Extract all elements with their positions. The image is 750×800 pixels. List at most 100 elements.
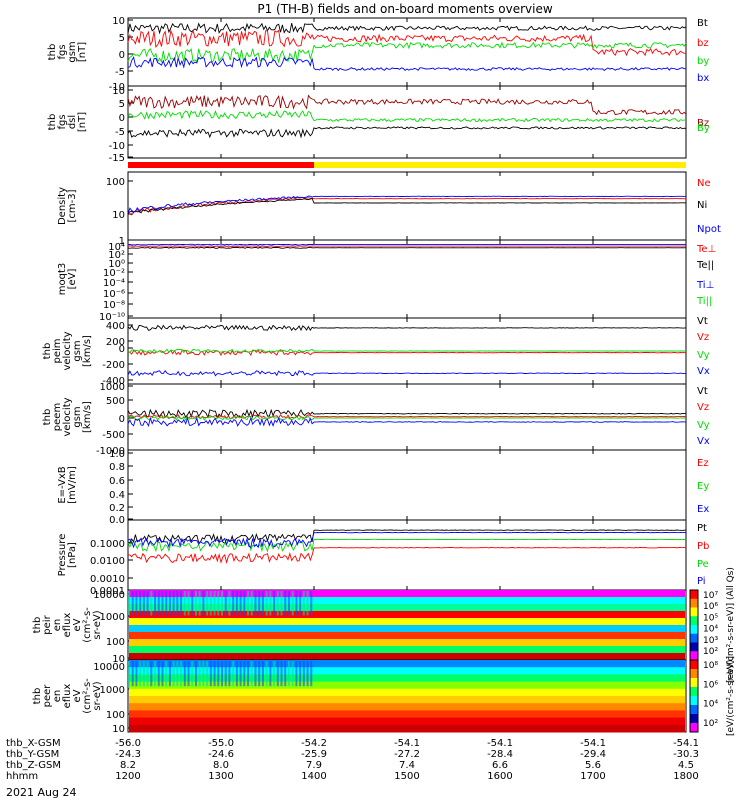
orbit-table: thb_X-GSM -56.0 -55.0 -54.2 -54.1 -54.1 -54.1-… [6, 738, 699, 782]
spectrogram-texture [273, 661, 276, 687]
colorbar-tick-label: 10⁸ [703, 661, 718, 671]
y-axis-label: (cm²-s- [82, 607, 93, 643]
spectrogram-band [129, 681, 685, 690]
spectrogram-band [129, 717, 685, 726]
colorbar-tick-label: 10⁶ [703, 602, 718, 612]
orbit-value: -25.9 [301, 749, 327, 760]
colorbar-tick-label: 10³ [703, 636, 718, 646]
y-tick-label: 5 [119, 33, 125, 44]
date-label: 2021 Aug 24 [6, 786, 76, 799]
colorbar-label: [eV/(cm²-s-sr-eV)] [726, 656, 736, 736]
series-line-black [127, 126, 687, 139]
spectrogram-texture [209, 661, 212, 687]
spectrogram-texture [224, 661, 227, 687]
orbit-value: -24.3 [115, 749, 141, 760]
series-line-black [127, 529, 687, 545]
y-tick-label: 100 [106, 710, 125, 721]
spectrogram-texture [221, 591, 223, 616]
y-tick-label: 10⁻¹⁰ [99, 312, 125, 323]
legend-bx: bx [697, 73, 709, 84]
orbit-value: 1600 [487, 771, 512, 782]
colorbar-tick-label: 10⁶ [703, 680, 718, 690]
y-tick-label: 0 [119, 50, 125, 61]
spectrogram-band [129, 696, 685, 704]
y-axis-label: thb [42, 343, 53, 360]
orbit-value: -54.1 [487, 738, 513, 749]
spectrogram-texture [209, 591, 212, 616]
legend-Ti||: Ti|| [696, 296, 712, 307]
legend-Vt: Vt [697, 386, 708, 397]
spectrogram-band [129, 639, 685, 647]
spectrogram-texture [202, 661, 205, 687]
y-tick-label: -10 [109, 141, 125, 152]
y-tick-label: 10 [112, 210, 125, 221]
spectrogram-texture [287, 661, 290, 687]
legend-Te⊥: Te⊥ [696, 244, 716, 255]
spectrogram-texture [157, 591, 160, 616]
y-tick-label: 0 [119, 414, 125, 425]
orbit-row-label: hhmm [6, 771, 38, 782]
spectrogram-texture [287, 591, 290, 616]
y-axis-label: en [52, 619, 63, 632]
y-tick-label: 0.1000 [90, 539, 125, 550]
spectrogram-texture [128, 591, 130, 616]
legend-Ez: Ez [697, 458, 709, 469]
spectrogram-texture [194, 591, 197, 616]
spectrogram-texture [280, 661, 283, 687]
spectrogram-band [129, 597, 685, 605]
y-axis-label: en [52, 690, 63, 703]
spectrogram-texture [269, 591, 272, 616]
spectrogram-band [129, 724, 685, 733]
spectrogram-texture [176, 661, 179, 687]
spectrogram-texture [228, 591, 231, 616]
orbit-value: 4.5 [678, 760, 694, 771]
series-line-red [127, 29, 687, 57]
spectrogram-band [129, 710, 685, 719]
y-axis-label: [mV/m] [67, 466, 78, 504]
y-tick-label: 10 [112, 16, 125, 27]
colorbar-tick-label: 10⁵ [703, 613, 718, 623]
colorbar-label: [eV/(cm²-s-sr-eV)] (All Qs) [726, 567, 736, 683]
y-axis-label: gsm [72, 340, 83, 361]
spectrogram-texture [291, 591, 294, 616]
panel-frame [127, 171, 687, 241]
colorbar-swatch [690, 590, 698, 600]
spectrogram-texture [299, 661, 302, 687]
spectrogram-band [129, 590, 685, 598]
y-axis-label: peim [52, 338, 63, 363]
y-tick-label: 1.0 [109, 449, 125, 460]
orbit-value: 1400 [301, 771, 326, 782]
spectrogram-texture [165, 661, 168, 687]
legend-Vz: Vz [697, 332, 709, 343]
spectrogram-texture [154, 661, 157, 687]
spectrogram-band [129, 618, 685, 626]
legend-Te||: Te|| [696, 260, 714, 271]
y-axis-label: thb [32, 688, 43, 705]
colorbar-swatch [690, 705, 698, 715]
colorbar-swatch [690, 607, 698, 617]
spectrogram-texture [306, 661, 309, 687]
y-tick-label: 0.0001 [90, 586, 125, 597]
spectrogram-texture [213, 591, 216, 616]
spectrogram-texture [142, 661, 145, 687]
spectrogram-texture [302, 591, 305, 616]
spectrogram-texture [172, 661, 175, 687]
spectrogram-texture [161, 661, 164, 687]
spectrogram-texture [306, 591, 309, 616]
spectrogram-band [129, 604, 685, 612]
spectrogram-texture [273, 591, 276, 616]
spectrogram-texture [299, 591, 302, 616]
spectrogram-texture [168, 661, 171, 687]
y-tick-label: 1000 [100, 612, 125, 623]
y-tick-label: 0 [119, 344, 125, 355]
legend-Vt: Vt [697, 316, 708, 327]
spectrogram-texture [183, 591, 186, 616]
spectrogram-texture [128, 661, 130, 687]
y-tick-label: -400 [102, 376, 125, 387]
legend-Ni: Ni [697, 200, 707, 211]
y-tick-label: 100 [106, 637, 125, 648]
spectrogram-texture [302, 661, 305, 687]
spectrogram-texture [284, 661, 287, 687]
